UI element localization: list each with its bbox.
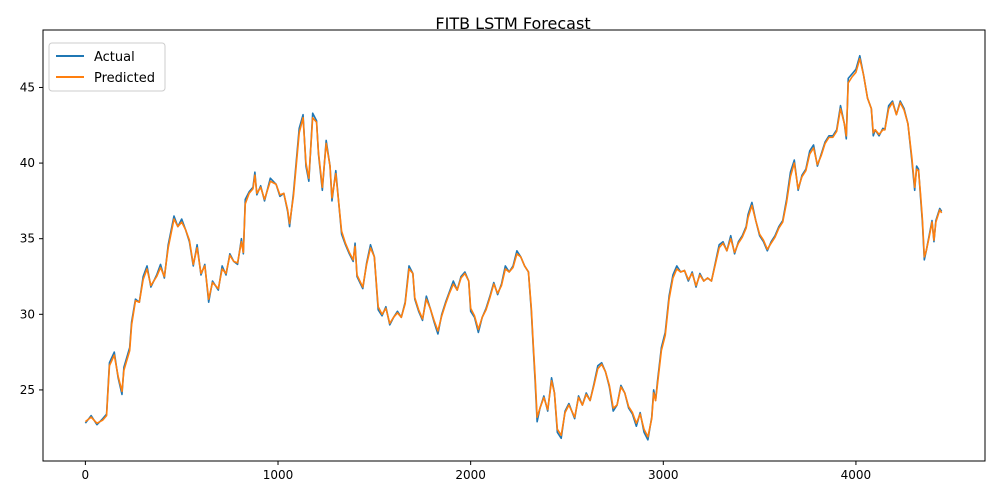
series-layer <box>84 54 943 441</box>
y-tick-label: 30 <box>20 307 35 321</box>
y-tick-label: 40 <box>20 156 35 170</box>
y-tick-label: 45 <box>20 80 35 94</box>
x-tick-label: 1000 <box>263 468 294 482</box>
chart-title: FITB LSTM Forecast <box>435 14 590 33</box>
series-line-predicted <box>84 57 943 438</box>
y-tick-label: 35 <box>20 232 35 246</box>
legend-label-actual: Actual <box>94 50 135 65</box>
x-tick-label: 2000 <box>455 468 486 482</box>
plot-frame <box>42 29 986 462</box>
x-axis: 0 1000 2000 3000 4000 <box>82 461 872 482</box>
x-tick-label: 3000 <box>648 468 679 482</box>
y-axis: 25 30 35 40 45 <box>20 80 43 397</box>
legend: Actual Predicted <box>48 42 166 92</box>
y-tick-label: 25 <box>20 383 35 397</box>
x-tick-label: 0 <box>82 468 90 482</box>
legend-label-predicted: Predicted <box>94 71 155 86</box>
x-tick-label: 4000 <box>841 468 872 482</box>
